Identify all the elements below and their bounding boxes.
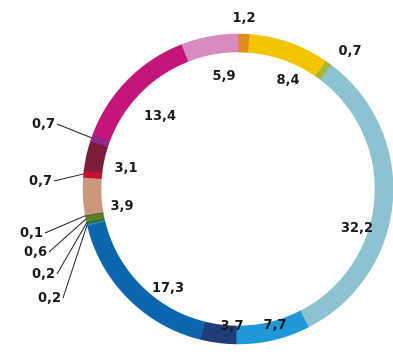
slice-13 <box>83 140 109 174</box>
slice-label-7: 0,2 <box>38 291 61 306</box>
leader-line-12 <box>53 173 84 182</box>
leader-line-9 <box>48 218 87 253</box>
slice-6 <box>87 221 206 340</box>
leader-line-14 <box>56 123 92 139</box>
leader-line-7 <box>62 224 88 299</box>
slice-label-11: 3,9 <box>110 199 133 214</box>
slice-11 <box>82 177 104 216</box>
slice-15 <box>92 44 189 142</box>
leader-lines-layer <box>44 123 92 299</box>
slice-1 <box>247 34 327 77</box>
slice-label-10: 0,1 <box>20 226 43 241</box>
slice-label-14: 0,7 <box>32 117 55 132</box>
slice-label-8: 0,2 <box>32 267 55 282</box>
slice-label-9: 0,6 <box>24 245 47 260</box>
leader-line-8 <box>56 222 88 275</box>
slice-label-15: 13,4 <box>144 109 176 124</box>
labels-layer: 1,2 8,4 0,7 32,2 7,7 3,7 17,3 0,2 0,2 0,6 0,1 3,9 0,… <box>20 11 373 334</box>
slice-label-3: 32,2 <box>341 221 373 236</box>
slice-16 <box>181 33 239 62</box>
leader-line-10 <box>44 215 86 234</box>
slice-label-16: 5,9 <box>212 69 235 84</box>
slices-layer <box>82 33 393 345</box>
slice-label-0: 1,2 <box>232 11 255 26</box>
slice-label-6: 17,3 <box>152 281 184 296</box>
slice-label-13: 3,1 <box>114 161 137 176</box>
slice-label-4: 7,7 <box>263 318 286 333</box>
slice-label-2: 0,7 <box>338 44 361 59</box>
slice-label-12: 0,7 <box>29 174 52 189</box>
slice-label-1: 8,4 <box>276 73 299 88</box>
slice-0 <box>237 33 250 53</box>
slice-3 <box>299 64 393 328</box>
slice-label-5: 3,7 <box>220 319 243 334</box>
